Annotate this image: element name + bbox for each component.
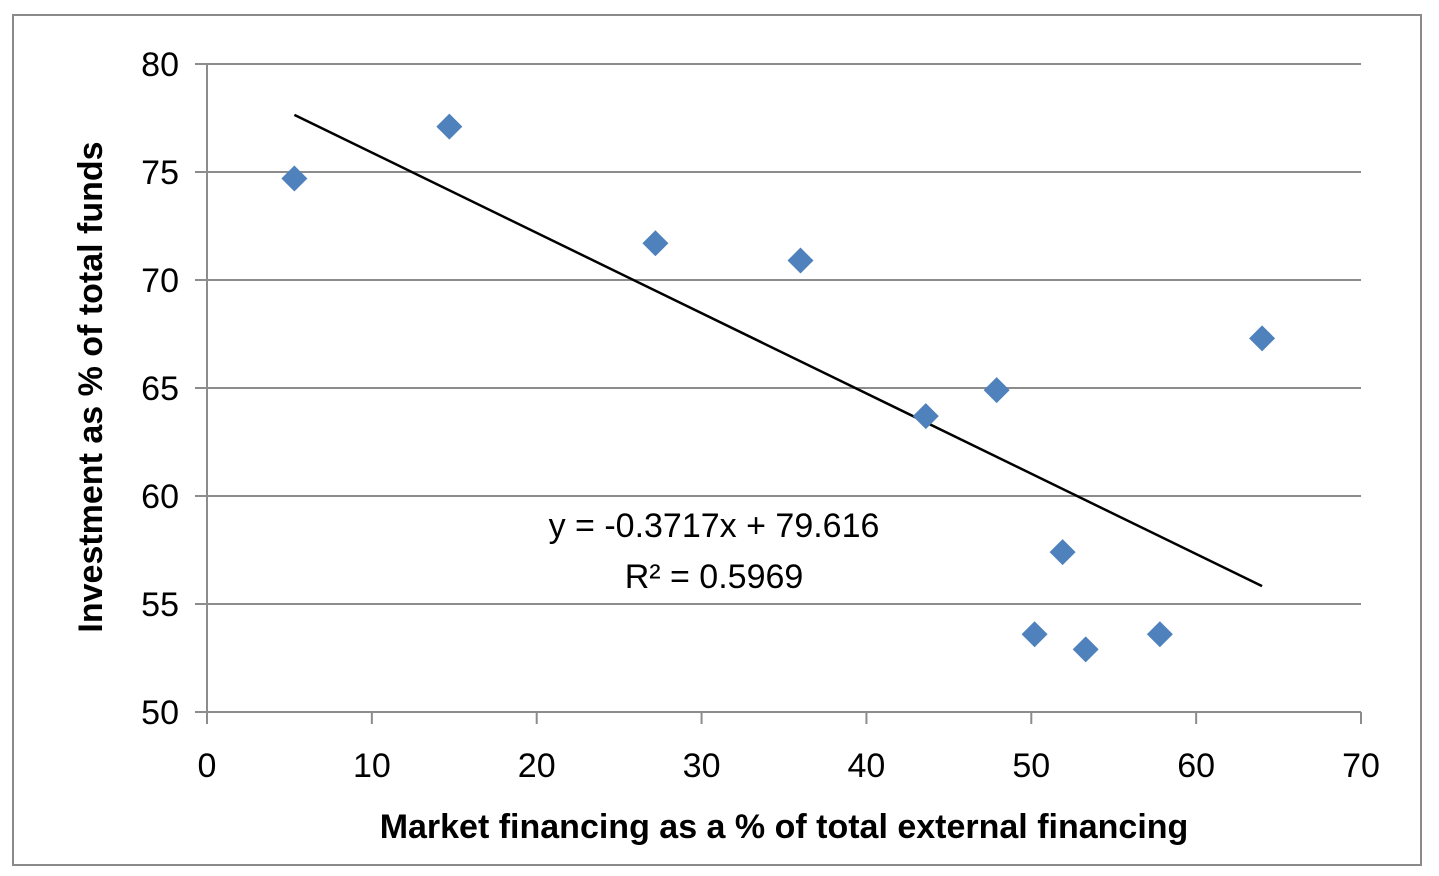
axes <box>195 63 1362 724</box>
data-points <box>281 113 1276 663</box>
x-tick-label-20: 20 <box>518 747 556 785</box>
trendline-equation: y = -0.3717x + 79.616 <box>549 507 880 545</box>
x-tick-label-70: 70 <box>1342 747 1380 785</box>
linear-trendline <box>293 113 1263 588</box>
data-point-10 <box>1146 621 1173 648</box>
y-axis-title: Investment as % of total funds <box>72 141 110 632</box>
data-point-9 <box>1072 636 1099 663</box>
x-tick-label-0: 0 <box>198 747 217 785</box>
y-tick-label-80: 80 <box>141 46 179 84</box>
data-point-1 <box>281 165 308 192</box>
y-tick-label-75: 75 <box>141 154 179 192</box>
chart-frame <box>12 14 1422 866</box>
gridlines <box>207 63 1361 605</box>
data-point-11 <box>1249 325 1276 352</box>
y-tick-label-70: 70 <box>141 262 179 300</box>
data-point-6 <box>983 377 1010 404</box>
x-tick-label-10: 10 <box>353 747 391 785</box>
data-point-5 <box>912 403 939 430</box>
data-point-7 <box>1021 621 1048 648</box>
r-squared-label: R² = 0.5969 <box>625 558 804 596</box>
x-tick-label-60: 60 <box>1177 747 1215 785</box>
y-tick-label-55: 55 <box>141 586 179 624</box>
y-tick-label-50: 50 <box>141 694 179 732</box>
data-point-8 <box>1049 539 1076 566</box>
x-tick-label-30: 30 <box>683 747 721 785</box>
x-axis-title: Market financing as a % of total externa… <box>380 808 1189 846</box>
data-point-4 <box>787 247 814 274</box>
tick-labels: 50 55 60 65 70 75 80 0 10 20 30 40 50 60 70 <box>141 46 1380 785</box>
data-point-2 <box>436 113 463 140</box>
y-tick-label-65: 65 <box>141 370 179 408</box>
trendline-group <box>293 113 1263 588</box>
y-tick-label-60: 60 <box>141 478 179 516</box>
x-tick-label-40: 40 <box>848 747 886 785</box>
data-point-3 <box>642 230 669 257</box>
x-tick-label-50: 50 <box>1012 747 1050 785</box>
